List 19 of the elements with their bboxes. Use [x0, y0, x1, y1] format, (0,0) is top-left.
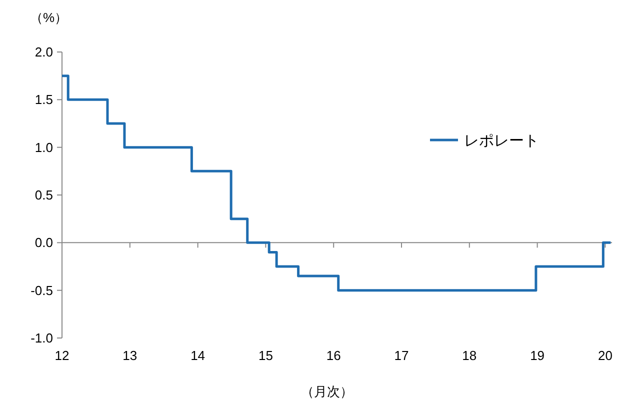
y-axis-title: （%） — [30, 10, 68, 25]
x-axis-title: （月次） — [301, 384, 353, 399]
x-tick-label: 16 — [326, 348, 341, 363]
y-tick-label: -1.0 — [30, 330, 53, 346]
x-tick-label: 15 — [258, 348, 273, 363]
x-tick-label: 19 — [530, 348, 545, 363]
legend-label: レポレート — [464, 132, 539, 150]
y-tick-label: -0.5 — [30, 282, 53, 298]
y-tick-label: 0.0 — [34, 235, 53, 250]
y-tick-label: 0.5 — [34, 188, 53, 203]
x-tick-label: 14 — [190, 348, 206, 363]
y-tick-label: 1.0 — [34, 140, 53, 155]
x-tick-label: 17 — [394, 348, 409, 363]
y-tick-label: 1.5 — [34, 92, 53, 108]
x-tick-label: 20 — [598, 348, 612, 363]
x-tick-label: 18 — [462, 348, 477, 363]
y-tick-label: 2.0 — [34, 44, 53, 60]
x-tick-label: 13 — [122, 348, 138, 363]
x-tick-label: 12 — [54, 348, 70, 363]
